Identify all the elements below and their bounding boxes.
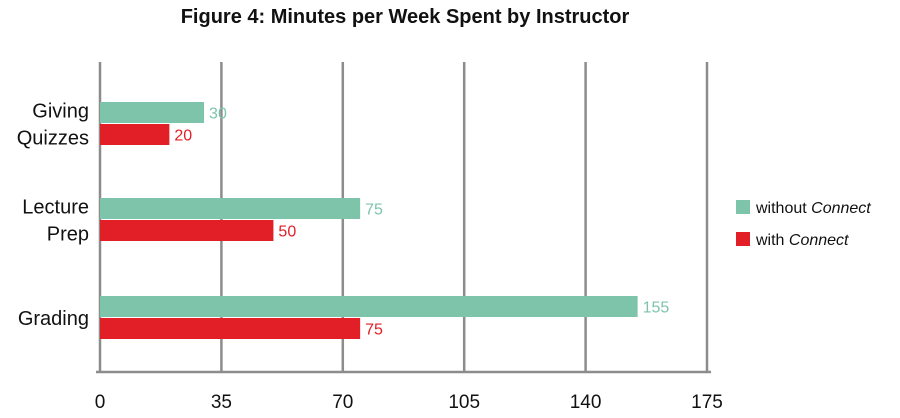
bar [100, 220, 274, 241]
category-label: Grading [18, 308, 89, 330]
data-label: 155 [643, 300, 670, 317]
x-tick-label: 140 [570, 392, 602, 413]
legend-item-without-connect: without Connect [736, 200, 871, 218]
x-tick-label: 35 [211, 392, 232, 413]
legend-swatch-with-connect [736, 232, 750, 246]
category-label: Prep [47, 224, 89, 246]
category-label: Lecture [22, 197, 89, 219]
bar [100, 318, 361, 339]
x-tick-label: 105 [448, 392, 480, 413]
x-tick-label: 175 [691, 392, 723, 413]
bar [100, 198, 361, 219]
data-label: 20 [174, 128, 192, 145]
x-tick-label: 0 [95, 392, 106, 413]
legend-swatch-without-connect [736, 200, 750, 214]
x-tick-label: 70 [332, 392, 353, 413]
legend-item-with-connect: with Connect [736, 232, 849, 250]
legend-label-connect-2: Connect [788, 232, 849, 249]
category-label: Giving [32, 101, 89, 123]
data-label: 75 [365, 202, 383, 219]
category-label: Quizzes [17, 128, 89, 150]
bar [100, 296, 638, 317]
chart-title: Figure 4: Minutes per Week Spent by Inst… [180, 6, 630, 28]
legend-label-connect: Connect [811, 200, 871, 217]
bar [100, 102, 205, 123]
data-label: 50 [278, 224, 296, 241]
bar [100, 124, 170, 145]
data-label: 30 [209, 106, 227, 123]
legend-label-with: with [756, 232, 785, 249]
data-label: 75 [365, 322, 383, 339]
legend-label-without: without [756, 200, 807, 217]
